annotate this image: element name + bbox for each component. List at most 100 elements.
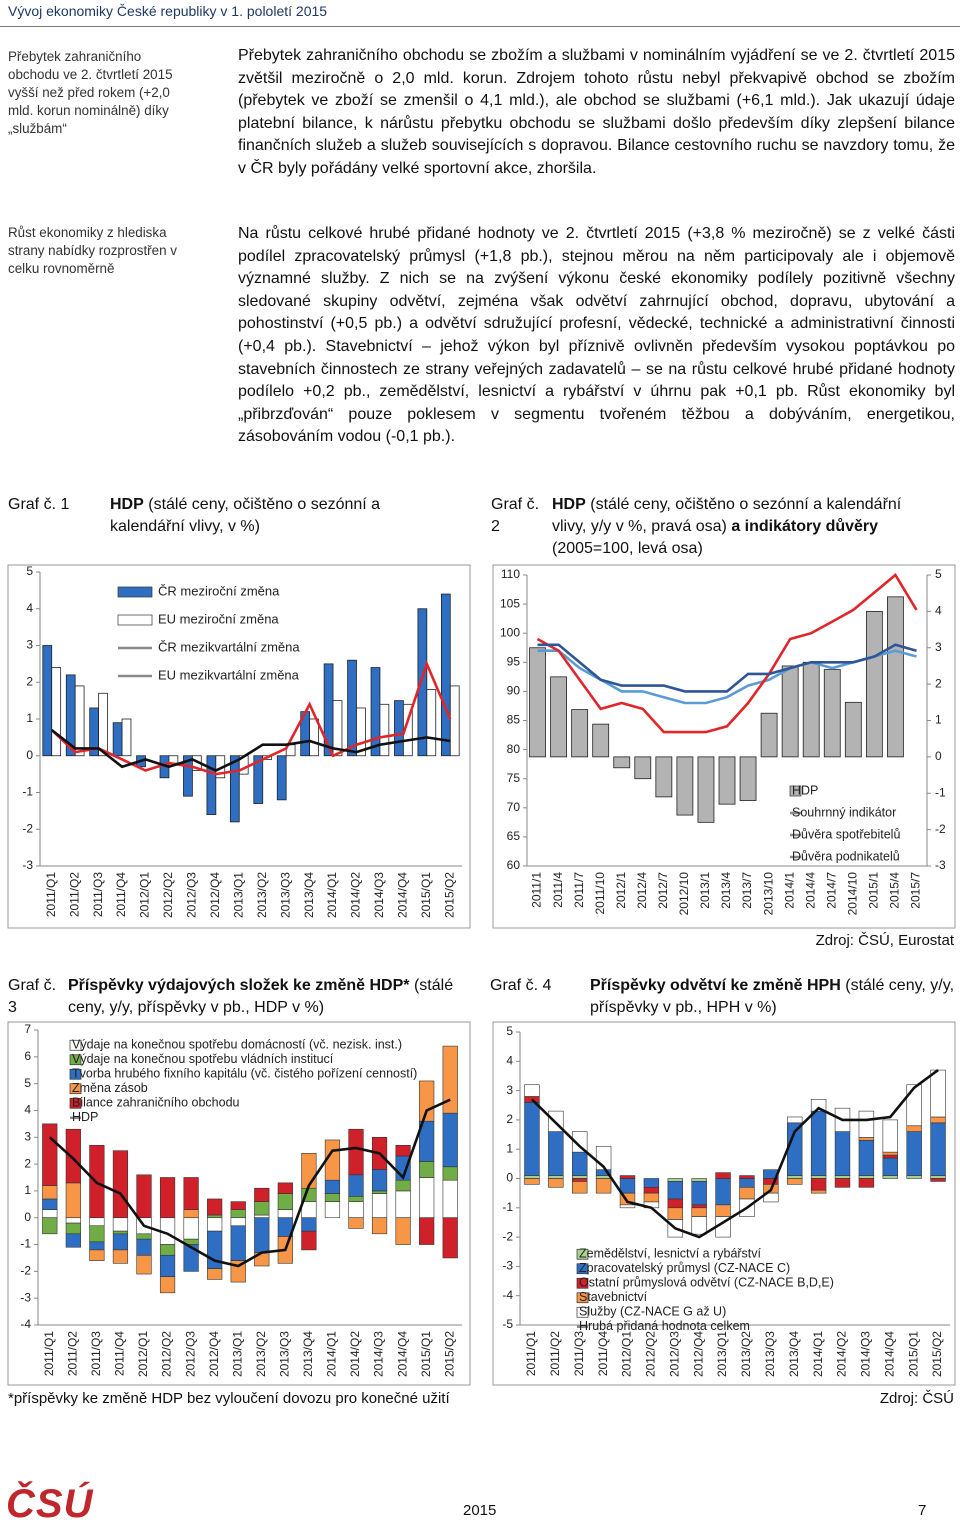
y-tick-label: -3: [20, 1290, 31, 1304]
x-tick-label: 2015/7: [909, 872, 923, 909]
legend-label: HDP: [72, 1110, 98, 1124]
bar-segment: [572, 1131, 588, 1153]
line: [50, 660, 452, 776]
bar: [379, 703, 390, 757]
bar: [51, 667, 62, 757]
x-tick-label: 2014/Q3: [859, 1331, 873, 1377]
bar-segment: [548, 1178, 564, 1188]
heading-part: HDP: [110, 496, 144, 513]
bar-segment: [643, 1186, 660, 1194]
bar-segment: [42, 1123, 58, 1186]
legend-label: Ostatní průmyslová odvětví (CZ-NACE B,D,…: [579, 1276, 834, 1290]
x-tick-label: 2015/Q1: [906, 1331, 920, 1377]
y2-tick-label: -3: [935, 858, 946, 872]
bar-segment: [572, 1181, 588, 1194]
legend-label: ČR mezikvartální změna: [158, 639, 300, 654]
legend-label: Důvěra podnikatelů: [792, 849, 900, 863]
x-tick-label: 2014/Q3: [372, 872, 386, 918]
bar-segment: [787, 1178, 803, 1185]
y2-tick-label: 0: [935, 749, 942, 763]
legend-label: Souhrnný indikátor: [792, 805, 896, 819]
bar-segment: [324, 1201, 341, 1219]
y-tick-label: 85: [507, 713, 521, 727]
y-tick-label: 4: [26, 601, 33, 615]
bar-segment: [348, 1201, 364, 1219]
bar-segment: [442, 1217, 458, 1259]
bar-segment: [207, 1198, 223, 1216]
chart-frame: [7, 564, 471, 929]
bar-segment: [65, 1222, 81, 1235]
legend-label: Hrubá přidaná hodnota celkem: [579, 1319, 750, 1333]
x-tick-label: 2012/Q3: [185, 872, 199, 918]
chart: -4 -3 -2 -1 0 1 2 3 4 5 6 7 2011/Q1 2011/Q2 2011/Q3 201…: [7, 1021, 471, 1386]
bar-segment: [763, 1192, 779, 1203]
bar-segment: [739, 1178, 755, 1188]
bar-segment: [301, 1153, 317, 1189]
y-tick-label: -5: [502, 1317, 513, 1331]
chart: -5 -4 -3 -2 -1 0 1 2 3 4 5 2011/Q1 2011/Q2 2011/Q3 201…: [492, 1021, 956, 1386]
bar: [121, 718, 132, 757]
paragraph: Přebytek zahraničního obchodu se zbožím …: [238, 47, 955, 177]
bar-segment: [834, 1175, 851, 1179]
bar-segment: [906, 1084, 922, 1127]
x-tick-label: 2013/4: [719, 872, 733, 909]
legend-label: Důvěra spotřebitelů: [792, 827, 900, 841]
chart-heading: Příspěvky výdajových složek ke změně HDP…: [68, 975, 468, 1019]
bar-segment: [254, 1214, 270, 1219]
bar-segment: [183, 1244, 199, 1272]
bar-segment: [715, 1178, 731, 1206]
y2-tick-label: -1: [935, 785, 946, 799]
y-tick-label: 0: [506, 1171, 513, 1185]
bar: [655, 756, 673, 798]
bar-segment: [230, 1201, 246, 1210]
bar-segment: [548, 1131, 564, 1176]
y-tick-label: -2: [502, 1229, 513, 1243]
x-tick-label: 2012/Q3: [183, 1331, 197, 1377]
x-tick-label: 2012/Q4: [208, 872, 222, 918]
y-tick-label: -3: [502, 1259, 513, 1273]
bar: [183, 755, 193, 797]
legend-label: HDP: [792, 783, 818, 797]
bar: [718, 756, 736, 805]
paragraph: Na růstu celkové hrubé přidané hodnoty v…: [238, 225, 955, 446]
y2-tick-label: 4: [935, 604, 942, 618]
bar-segment: [691, 1207, 707, 1217]
y-tick-label: 0: [26, 748, 33, 762]
bar-segment: [643, 1178, 660, 1188]
bar-segment: [691, 1216, 707, 1235]
bar-segment: [112, 1249, 129, 1264]
x-tick-label: 2014/Q4: [395, 1331, 409, 1377]
y-tick-label: 1: [26, 711, 33, 725]
x-tick-label: 2013/Q4: [787, 1331, 801, 1377]
chart: -3 -2 -1 0 1 2 3 4 5 2011/Q1 2011/Q2 2011/Q3 2011/Q4…: [7, 564, 471, 929]
x-tick-label: 2011/Q1: [524, 1331, 538, 1376]
bar-segment: [442, 1112, 458, 1168]
bar: [802, 661, 820, 758]
bar: [865, 610, 883, 758]
bar-segment: [858, 1110, 875, 1138]
legend-label: ČR meziroční změna: [158, 583, 280, 598]
y-tick-label: 2: [26, 674, 33, 688]
legend-swatch: [576, 1306, 589, 1318]
legend-swatch: [576, 1248, 589, 1260]
bar-segment: [348, 1195, 364, 1202]
line: [530, 1069, 939, 1239]
side-note: Růst ekonomiky z hlediska strany nabídky…: [8, 225, 177, 276]
legend-swatch: [576, 1292, 589, 1304]
bar-segment: [301, 1201, 317, 1219]
x-tick-label: 2014/Q2: [348, 1331, 362, 1377]
bar-segment: [230, 1225, 246, 1261]
page-number: 7: [918, 1502, 927, 1519]
x-tick-label: 2011/7: [572, 872, 586, 908]
bar: [332, 700, 343, 757]
bar-segment: [810, 1189, 827, 1194]
bar-segment: [395, 1190, 411, 1219]
bar-segment: [548, 1175, 564, 1179]
x-tick-label: 2012/Q2: [161, 872, 175, 918]
legend-swatch: [69, 1068, 82, 1080]
bar-segment: [395, 1217, 411, 1245]
bar-segment: [524, 1084, 540, 1097]
y2-tick-label: 5: [935, 567, 942, 581]
bar: [276, 755, 287, 801]
